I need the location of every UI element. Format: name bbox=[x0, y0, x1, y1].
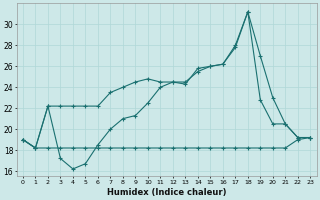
X-axis label: Humidex (Indice chaleur): Humidex (Indice chaleur) bbox=[107, 188, 226, 197]
